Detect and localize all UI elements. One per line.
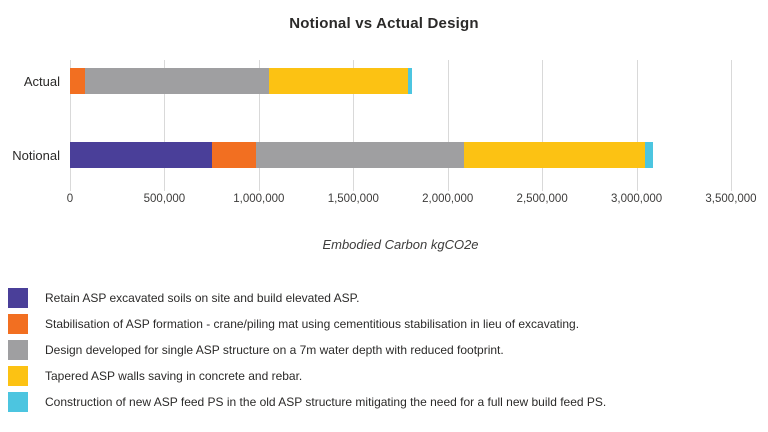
bar-segment xyxy=(85,68,270,94)
gridline xyxy=(731,60,732,191)
legend-label: Tapered ASP walls saving in concrete and… xyxy=(45,369,303,383)
legend-label: Construction of new ASP feed PS in the o… xyxy=(45,395,607,409)
x-tick-label: 2,000,000 xyxy=(422,193,474,205)
gridline xyxy=(447,60,449,191)
category-label-actual: Actual xyxy=(23,74,60,89)
bar-notional xyxy=(70,142,731,168)
x-axis-title: Embodied Carbon kgCO2e xyxy=(322,237,479,252)
bar-segment xyxy=(70,142,212,168)
bar-segment xyxy=(269,68,409,94)
x-tick-label: 2,500,000 xyxy=(516,193,568,205)
legend-item: Design developed for single ASP structur… xyxy=(8,340,606,360)
legend: Retain ASP excavated soils on site and b… xyxy=(8,288,606,412)
legend-label: Stabilisation of ASP formation - crane/p… xyxy=(45,317,580,331)
bar-segment xyxy=(645,142,653,168)
bar-segment xyxy=(211,142,257,168)
x-tick-labels: 0 500,000 1,000,000 1,500,000 2,000,000 2,500… xyxy=(66,193,757,209)
legend-item: Construction of new ASP feed PS in the o… xyxy=(8,392,606,412)
legend-label: Design developed for single ASP structur… xyxy=(45,343,504,357)
bar-segment xyxy=(463,142,646,168)
legend-item: Tapered ASP walls saving in concrete and… xyxy=(8,366,606,386)
bar-segment xyxy=(408,68,412,94)
x-tick-label: 1,500,000 xyxy=(327,193,379,205)
gridline xyxy=(353,60,355,191)
bar-actual xyxy=(70,68,731,94)
legend-swatch xyxy=(8,340,28,360)
x-tick-label: 3,000,000 xyxy=(610,193,663,205)
gridline xyxy=(258,60,260,191)
legend-swatch xyxy=(8,288,28,308)
x-tick-label: 500,000 xyxy=(143,193,186,205)
x-tick-label: 0 xyxy=(66,193,74,205)
legend-item: Retain ASP excavated soils on site and b… xyxy=(8,288,606,308)
gridline xyxy=(164,60,166,191)
legend-item: Stabilisation of ASP formation - crane/p… xyxy=(8,314,606,334)
legend-swatch xyxy=(8,366,28,386)
gridline xyxy=(542,60,544,191)
plot-area xyxy=(70,60,732,191)
bar-segment xyxy=(70,68,86,94)
legend-swatch xyxy=(8,392,28,412)
category-label-notional: Notional xyxy=(12,148,60,163)
gridline xyxy=(70,60,71,191)
x-tick-label: 1,000,000 xyxy=(233,193,285,205)
legend-label: Retain ASP excavated soils on site and b… xyxy=(45,291,360,305)
bar-segment xyxy=(256,142,464,168)
chart-title: Notional vs Actual Design xyxy=(289,15,479,32)
x-tick-label: 3,500,000 xyxy=(705,193,757,205)
legend-swatch xyxy=(8,314,28,334)
gridline xyxy=(636,60,638,191)
